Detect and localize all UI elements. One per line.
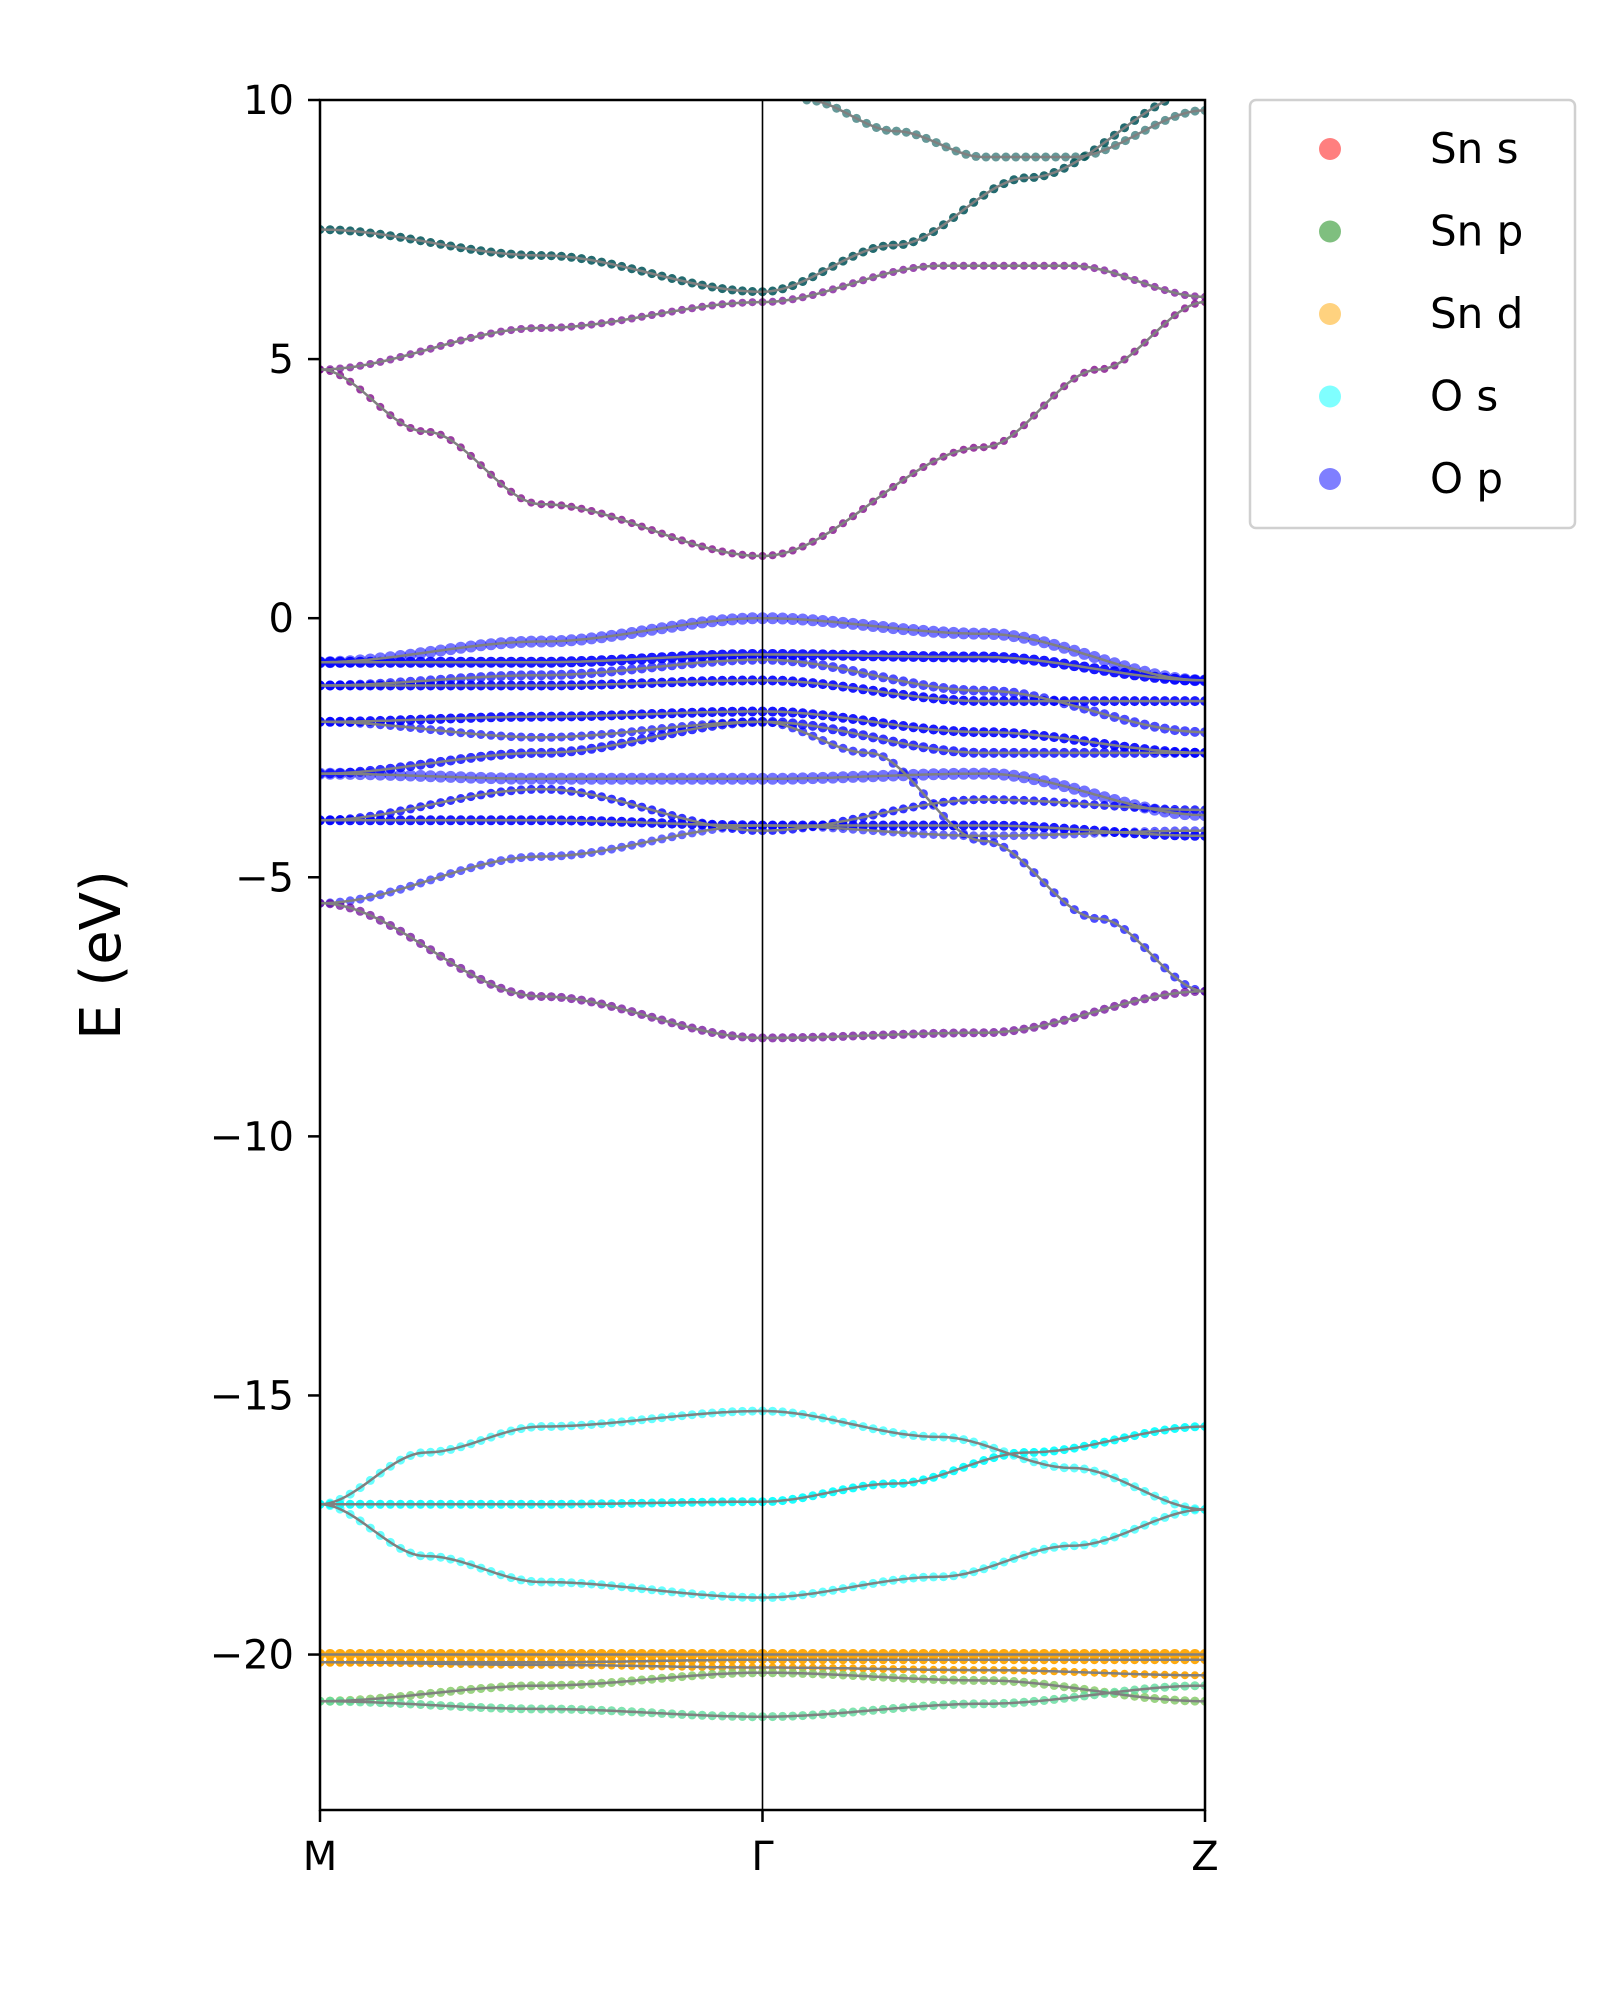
band-12-o-p-markers [320, 654, 1205, 738]
band-5 [320, 1681, 1205, 1722]
band-line-24 [806, 100, 1205, 159]
band-5-o-s-markers [320, 1681, 1205, 1722]
legend-label: O p [1430, 454, 1503, 503]
legend-marker [1319, 385, 1341, 408]
legend-marker [1319, 138, 1341, 160]
y-tick-label: −20 [210, 1633, 294, 1679]
legend-label: Sn p [1430, 207, 1523, 256]
legend-marker [1319, 220, 1341, 243]
legend-label: O s [1430, 372, 1498, 421]
axes-layer: 10 5 0 −5 −10 −15 −20 M Γ Z [210, 78, 1219, 1880]
legend: Sn s Sn p Sn d O s O p [1248, 98, 1577, 530]
x-tick-label: Z [1191, 1834, 1218, 1880]
legend-box [1248, 98, 1577, 530]
legend-label: Sn d [1430, 289, 1523, 338]
y-axis-label: E (eV) [69, 870, 134, 1040]
x-tick-label: M [303, 1834, 338, 1880]
legend-marker [1319, 468, 1341, 490]
y-tick-label: −15 [210, 1373, 294, 1419]
y-tick-label: 0 [269, 596, 294, 642]
band-12 [320, 654, 1205, 738]
y-tick-label: −5 [235, 855, 294, 901]
y-tick-label: 5 [269, 337, 294, 383]
legend-marker [1319, 303, 1341, 325]
y-tick-label: 10 [243, 78, 294, 124]
legend-label: Sn s [1430, 124, 1519, 173]
y-tick-label: −10 [210, 1114, 294, 1160]
x-tick-label: Γ [751, 1834, 774, 1880]
